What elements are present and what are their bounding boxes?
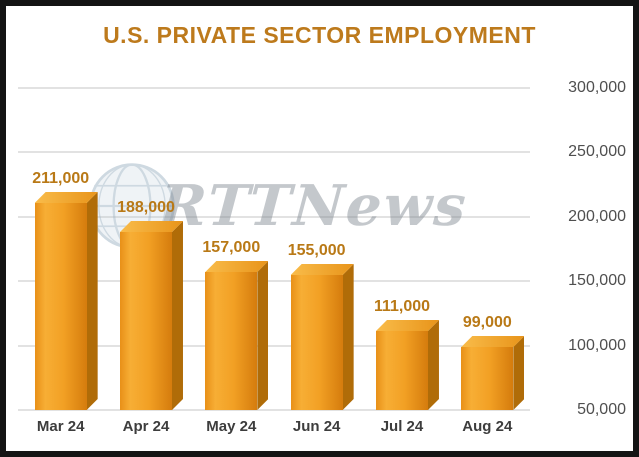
gridline [18,409,530,411]
bar-front-face [119,232,172,410]
y-axis-tick-label: 50,000 [577,401,626,418]
bar-side-face [172,221,183,410]
bar-front-face [34,203,87,410]
bar-group: 211,000 [18,88,103,410]
x-axis-labels: Mar 24 Apr 24 May 24 Jun 24 Jul 24 Aug 24 [18,418,530,435]
y-axis-tick-label: 150,000 [568,272,626,290]
x-axis-category-label: May 24 [206,418,257,435]
bar-top-face [205,261,269,272]
bar-value-label: 211,000 [32,170,90,187]
x-axis-category-label: Jul 24 [380,418,424,435]
bar [290,264,354,410]
bar-top-face [461,336,525,347]
bar-side-face [257,261,268,410]
bar-group: 155,000 [274,88,359,410]
bar-value-label: 155,000 [287,242,346,259]
bar-value-label: 157,000 [202,239,261,256]
bar-front-face [375,331,428,410]
bars-container: 211,000 188,000 157,000 155,000 111,000 99,00… [18,88,530,410]
bar-value-label: 111,000 [373,298,431,315]
bar [461,336,525,410]
bar-group: 99,000 [445,88,530,410]
x-axis-category-label: Jun 24 [292,418,341,435]
bar-group: 188,000 [103,88,188,410]
x-axis-category-label: Mar 24 [36,418,85,435]
bar-side-face [343,264,354,410]
x-axis-category-label: Apr 24 [122,418,170,435]
bar-side-face [428,320,439,410]
bar-front-face [205,272,258,410]
y-axis-tick-label: 250,000 [568,143,626,161]
bar-group: 157,000 [189,88,274,410]
bar-value-label: 188,000 [117,199,175,216]
y-axis-tick-label: 100,000 [568,336,626,354]
bar-top-face [375,320,439,331]
plot-area: RTTNews 211,000 188,000 157,000 155,000 111,… [18,87,530,411]
chart-title: U.S. PRIVATE SECTOR EMPLOYMENT [103,22,536,48]
gridline [18,151,530,153]
bar [34,192,98,410]
bar-top-face [119,221,183,232]
bar [375,320,439,410]
bar-side-face [87,192,98,410]
bar-value-label: 99,000 [462,314,512,331]
x-axis-category-label: Aug 24 [462,418,513,435]
gridline [18,345,530,347]
bar [119,221,183,410]
gridline [18,216,530,218]
y-axis-tick-label: 300,000 [568,79,626,96]
bar-front-face [290,275,343,410]
bar-top-face [290,264,354,275]
y-axis-tick-label: 200,000 [568,207,626,225]
bar-side-face [513,336,524,410]
gridline [18,87,530,89]
bar-group: 111,000 [359,88,444,410]
bar-front-face [461,347,514,410]
bar [205,261,269,410]
y-axis-labels: 50,000 100,000 150,000 200,000 250,000 300,00… [540,79,626,418]
bar-top-face [34,192,98,203]
gridline [18,280,530,282]
